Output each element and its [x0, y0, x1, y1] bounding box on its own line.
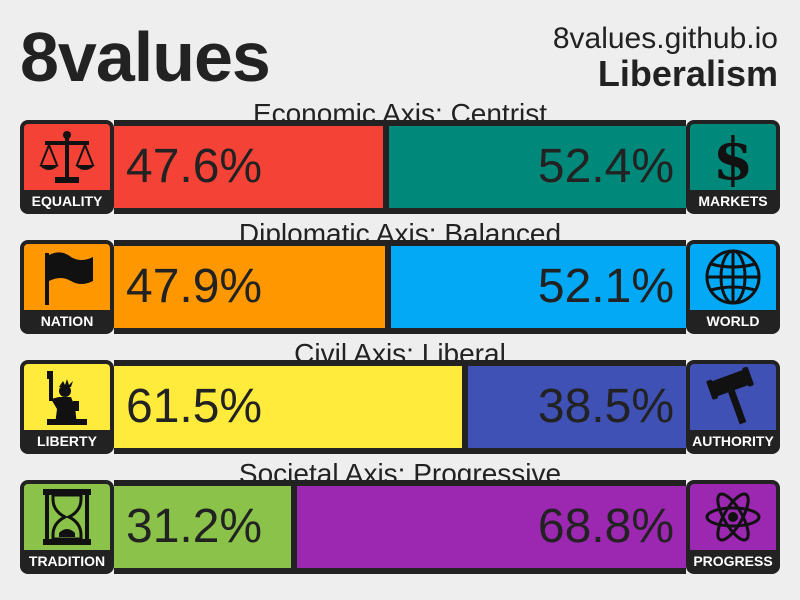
diplomatic-bar: 47.9% 52.1%: [114, 240, 686, 334]
economic-bar: 47.6% 52.4%: [114, 120, 686, 214]
nation-percent: 47.9%: [126, 260, 263, 313]
icon-box-world: WORLD: [686, 240, 780, 334]
liberty-segment: 61.5%: [114, 366, 462, 448]
ideology-result: Liberalism: [597, 53, 778, 94]
statue-of-liberty-icon: [47, 371, 87, 425]
progress-segment: 68.8%: [297, 486, 686, 568]
icon-box-authority: AUTHORITY: [686, 360, 780, 454]
icon-box-markets: $ MARKETS: [686, 120, 780, 214]
markets-label: MARKETS: [698, 193, 768, 209]
progress-percent: 68.8%: [537, 500, 674, 553]
authority-percent: 38.5%: [537, 380, 674, 433]
equality-percent: 47.6%: [126, 140, 263, 193]
equality-segment: 47.6%: [114, 126, 383, 208]
progress-label: PROGRESS: [693, 553, 773, 569]
icon-box-progress: PROGRESS: [686, 480, 780, 574]
scales-icon: [39, 131, 95, 183]
authority-label: AUTHORITY: [692, 433, 774, 449]
app-title: 8values: [20, 18, 271, 96]
equality-label: EQUALITY: [31, 193, 103, 209]
icon-box-liberty: LIBERTY: [20, 360, 114, 454]
hourglass-icon: [43, 489, 91, 545]
icon-box-tradition: TRADITION: [20, 480, 114, 574]
liberty-percent: 61.5%: [126, 380, 263, 433]
world-percent: 52.1%: [537, 260, 674, 313]
gavel-icon: [706, 367, 754, 425]
flag-icon: [45, 252, 93, 305]
civil-bar: 61.5% 38.5%: [114, 360, 686, 454]
icon-box-nation: NATION: [20, 240, 114, 334]
world-label: WORLD: [706, 313, 760, 329]
atom-icon: [705, 492, 761, 542]
authority-segment: 38.5%: [468, 366, 686, 448]
tradition-percent: 31.2%: [126, 500, 263, 553]
societal-bar: 31.2% 68.8%: [114, 480, 686, 574]
nation-segment: 47.9%: [114, 246, 385, 328]
site-url: 8values.github.io: [552, 22, 778, 55]
globe-icon: [705, 249, 761, 305]
nation-label: NATION: [40, 313, 94, 329]
tradition-segment: 31.2%: [114, 486, 291, 568]
tradition-label: TRADITION: [28, 553, 106, 569]
dollar-icon: $: [713, 127, 753, 187]
svg-text:$: $: [713, 127, 753, 187]
icon-box-equality: EQUALITY: [20, 120, 114, 214]
liberty-label: LIBERTY: [37, 433, 97, 449]
world-segment: 52.1%: [391, 246, 686, 328]
markets-segment: 52.4%: [389, 126, 686, 208]
markets-percent: 52.4%: [537, 140, 674, 193]
